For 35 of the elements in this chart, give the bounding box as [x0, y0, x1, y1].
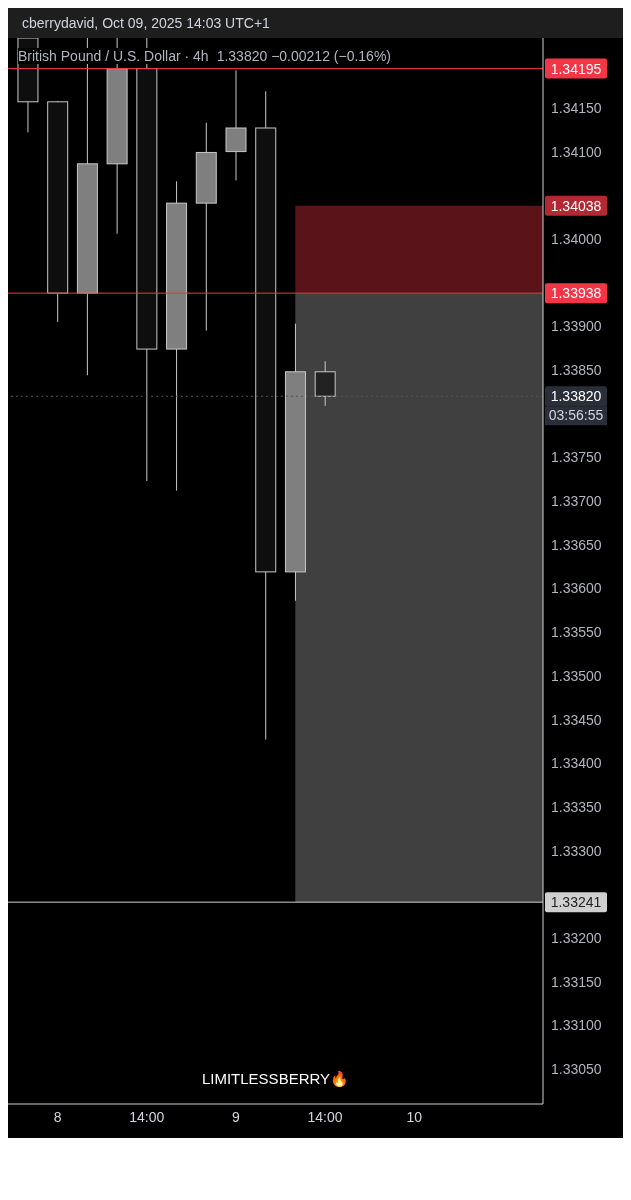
- y-tick-label: 1.33350: [551, 798, 602, 815]
- annotation: LIMITLESSBERRY🔥: [200, 1070, 351, 1088]
- y-tick-label: 1.33200: [551, 929, 602, 946]
- y-tick-label: 1.33450: [551, 711, 602, 728]
- y-tick-label: 1.33850: [551, 362, 602, 378]
- y-tick-label: 1.33050: [551, 1061, 602, 1078]
- y-tick-label: 1.33650: [551, 536, 602, 553]
- text: cberrydavid, Oct 09, 2025 14:03 UTC+1: [21, 14, 271, 33]
- y-tick-label: 1.33700: [551, 493, 602, 510]
- ref-line-label: 1.33938: [550, 285, 602, 302]
- x-tick-label: 8: [53, 1108, 62, 1125]
- y-tick-label: 1.34100: [551, 143, 602, 160]
- y-tick-label: 1.34000: [551, 230, 602, 247]
- text: British Pound / U.S. Dollar · 4h: [18, 48, 209, 64]
- y-tick-label: 1.33300: [551, 842, 602, 859]
- y-tick-label: 1.33400: [551, 755, 602, 772]
- ref-line-label: 1.33820: [550, 388, 602, 405]
- band-label: 1.34038: [550, 197, 602, 214]
- x-tick-label: 10: [406, 1108, 423, 1125]
- text: 03:56:55: [548, 407, 604, 424]
- y-tick-label: 1.33600: [551, 580, 602, 597]
- x-tick-label: 14:00: [129, 1108, 165, 1125]
- x-tick-label: 14:00: [307, 1108, 343, 1125]
- text: 1.33820 −0.00212 (−0.16%): [216, 48, 392, 64]
- y-tick-label: 1.33500: [551, 667, 602, 684]
- ref-line-label: 1.33241: [550, 894, 602, 911]
- y-tick-label: 1.33900: [551, 318, 602, 335]
- x-tick-label: 9: [231, 1108, 240, 1125]
- y-tick-label: 1.34150: [551, 99, 602, 116]
- y-tick-label: 1.33550: [551, 624, 602, 641]
- ref-line-label: 1.34195: [550, 60, 602, 77]
- y-tick-label: 1.33150: [551, 973, 602, 990]
- candlestick: [225, 69, 247, 181]
- y-tick-label: 1.33100: [551, 1017, 602, 1034]
- y-tick-label: 1.33750: [551, 449, 602, 466]
